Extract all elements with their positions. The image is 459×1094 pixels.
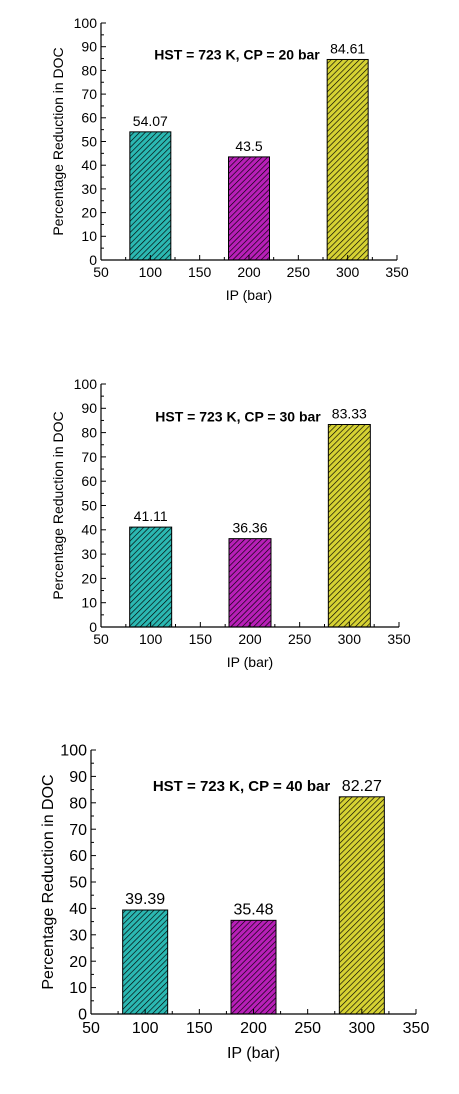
x-tick-label: 150 [189,631,213,647]
y-tick-label: 30 [81,546,97,562]
x-tick-label: 150 [188,264,212,280]
x-tick-label: 350 [387,631,411,647]
x-tick-label: 350 [403,1020,430,1037]
x-tick-label: 150 [186,1020,213,1037]
x-tick-label: 200 [238,631,262,647]
y-tick-label: 0 [89,619,97,635]
x-tick-label: 250 [287,264,311,280]
x-tick-label: 300 [336,264,360,280]
y-tick-label: 30 [69,927,87,944]
x-tick-label: 50 [93,264,109,280]
y-tick-label: 80 [81,425,97,441]
x-axis-label: IP (bar) [227,654,273,670]
x-tick-label: 100 [139,631,163,647]
bar-300 [326,58,369,261]
bar-100 [122,909,169,1015]
bar-200 [230,919,277,1015]
y-axis-label: Percentage Reduction in DOC [40,774,57,989]
x-tick-label: 50 [93,631,109,647]
y-tick-label: 50 [81,133,97,149]
y-tick-label: 10 [81,228,97,244]
x-tick-label: 300 [338,631,362,647]
y-tick-label: 30 [81,181,97,197]
y-tick-label: 20 [81,570,97,586]
y-tick-label: 10 [69,980,87,997]
y-tick-label: 50 [81,497,97,513]
chart-annotation: HST = 723 K, CP = 20 bar [154,47,320,63]
x-tick-label: 300 [348,1020,375,1037]
y-tick-label: 20 [81,205,97,221]
data-label-100: 41.11 [134,508,168,524]
y-tick-label: 90 [69,769,87,786]
y-tick-label: 100 [60,743,87,760]
data-label-100: 54.07 [133,113,168,129]
bar-100 [129,131,172,261]
x-tick-label: 50 [82,1020,100,1037]
chart-svg: 39.39 35.48 82.27 50 100 150 200 250 300 350 0 10 20… [40,743,430,1062]
y-tick-label: 40 [81,157,97,173]
data-label-300: 82.27 [342,778,382,795]
chart-svg: 41.11 36.36 83.33 50 100 150 200 250 300 350 0 10 20… [50,376,411,670]
y-tick-label: 40 [81,522,97,538]
data-label-300: 84.61 [330,40,365,56]
bar-300 [338,796,385,1015]
bar-200 [228,156,270,261]
y-tick-label: 90 [81,39,97,55]
bar-300 [327,424,371,628]
y-tick-label: 0 [89,252,97,268]
y-tick-label: 70 [69,822,87,839]
y-tick-label: 40 [69,901,87,918]
y-tick-label: 60 [69,848,87,865]
y-tick-label: 80 [69,795,87,812]
x-tick-label: 350 [385,264,409,280]
data-label-200: 35.48 [233,901,273,918]
y-tick-label: 50 [69,875,87,892]
y-tick-label: 0 [78,1007,87,1024]
y-axis-label: Percentage Reduction in DOC [50,411,66,599]
chart-annotation: HST = 723 K, CP = 40 bar [153,778,330,795]
bar-100 [129,526,173,628]
y-tick-label: 70 [81,86,97,102]
chart-panel-cp30: 41.11 36.36 83.33 50 100 150 200 250 300 350 0 10 20… [0,365,459,695]
y-axis-label: Percentage Reduction in DOC [50,47,66,235]
y-tick-label: 60 [81,473,97,489]
x-tick-label: 200 [240,1020,267,1037]
bar-200 [228,538,272,628]
x-axis-label: IP (bar) [226,287,272,303]
x-axis-label: IP (bar) [227,1045,280,1062]
x-tick-label: 100 [132,1020,159,1037]
x-tick-label: 100 [139,264,163,280]
chart-panel-cp20: 54.07 43.5 84.61 50 100 150 200 250 300 350 0 10 20 3… [0,0,459,330]
data-label-200: 36.36 [232,520,267,536]
y-tick-label: 100 [74,376,98,392]
y-tick-label: 80 [81,62,97,78]
y-tick-label: 90 [81,400,97,416]
y-tick-label: 10 [81,595,97,611]
data-label-200: 43.5 [235,138,262,154]
y-tick-label: 60 [81,110,97,126]
x-tick-label: 250 [294,1020,321,1037]
y-tick-label: 20 [69,954,87,971]
chart-annotation: HST = 723 K, CP = 30 bar [155,409,321,425]
y-tick-label: 70 [81,449,97,465]
x-tick-label: 200 [237,264,261,280]
chart-panel-cp40: 39.39 35.48 82.27 50 100 150 200 250 300 350 0 10 20… [0,730,459,1094]
y-tick-label: 100 [74,15,98,31]
x-tick-label: 250 [288,631,312,647]
data-label-300: 83.33 [332,406,367,422]
data-label-100: 39.39 [125,891,165,908]
chart-svg: 54.07 43.5 84.61 50 100 150 200 250 300 350 0 10 20 3… [50,15,409,303]
